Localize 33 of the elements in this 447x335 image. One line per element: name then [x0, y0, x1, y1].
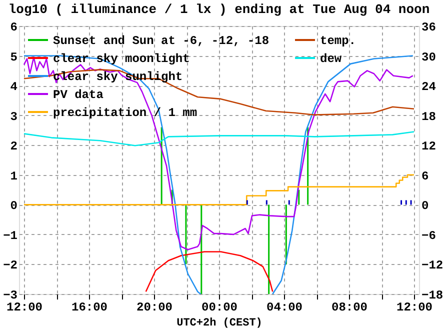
- x-tick-label: 00:00: [201, 300, 238, 314]
- y-tick-label: 2: [10, 140, 18, 154]
- y2-tick-label: 18: [422, 110, 436, 124]
- x-tick-label: 12:00: [396, 300, 433, 314]
- y-tick-label: 4: [10, 80, 18, 94]
- y2-tick-label: 30: [422, 50, 436, 64]
- legend-label: temp.: [320, 34, 356, 48]
- y-tick-label: 5: [10, 50, 18, 64]
- legend-label: Sunset and Sun at -6, -12, -18: [53, 34, 270, 48]
- y-tick-label: 1: [10, 169, 18, 184]
- y-tick-label: 6: [10, 20, 18, 34]
- x-axis-title: UTC+2h (CEST): [176, 318, 262, 330]
- y-tick-label: 3: [10, 110, 18, 124]
- x-tick-label: 04:00: [266, 300, 303, 314]
- y-tick-label: −2: [3, 258, 18, 273]
- y2-tick-label: −6: [422, 228, 436, 243]
- y2-tick-label: 36: [422, 20, 436, 34]
- x-tick-label: 16:00: [71, 300, 108, 314]
- y-tick-label: −3: [3, 288, 18, 302]
- y-tick-label: −1: [3, 228, 18, 243]
- y2-tick-label: 6: [422, 169, 429, 184]
- y-tick-label: 0: [10, 199, 18, 214]
- chart-title: log10 ( illuminance / 1 lx ) ending at Tue Aug 04 noon: [8, 2, 430, 17]
- x-tick-label: 12:00: [6, 300, 43, 314]
- y2-tick-label: 24: [422, 80, 436, 94]
- x-tick-label: 20:00: [136, 300, 173, 314]
- legend-label: dew: [320, 52, 342, 66]
- y2-tick-label: 0: [422, 199, 429, 214]
- legend-label: PV data: [53, 88, 104, 102]
- y2-tick-label: 12: [422, 140, 436, 154]
- x-tick-label: 08:00: [331, 300, 368, 314]
- y2-tick-label: −12: [422, 258, 444, 273]
- y2-tick-label: −18: [422, 288, 444, 302]
